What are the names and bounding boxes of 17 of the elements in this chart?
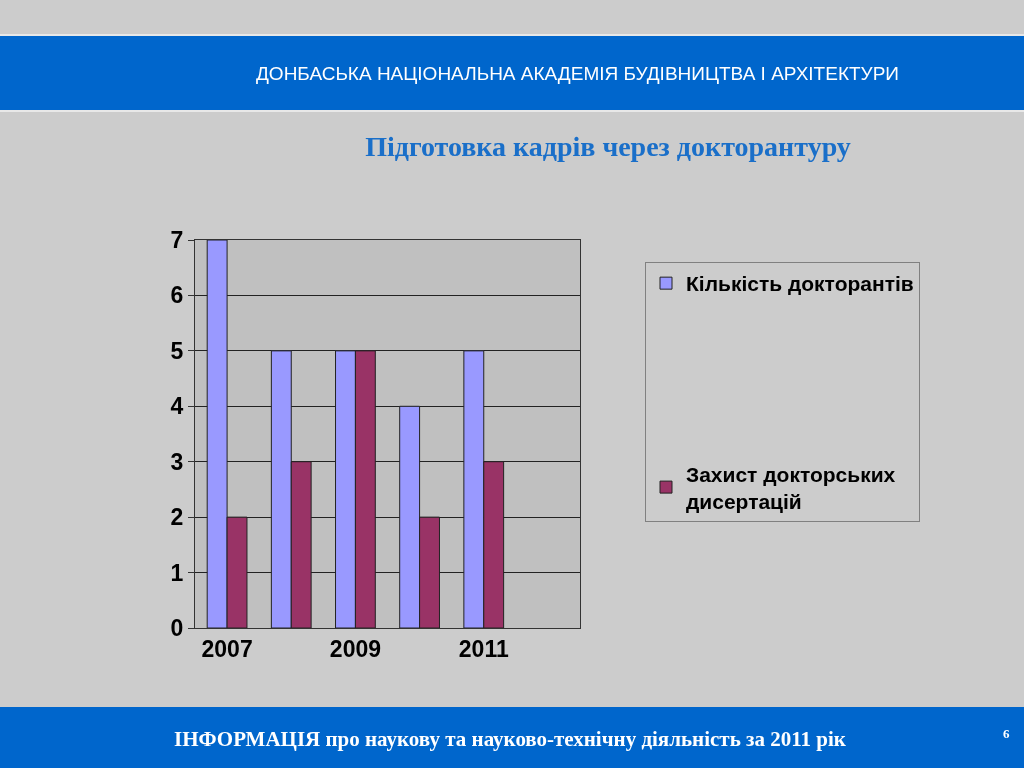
y-tick-label: 7 [170, 227, 184, 254]
y-tick-label: 6 [170, 282, 184, 309]
y-tick-label: 1 [170, 559, 184, 586]
x-tick-label: 2009 [329, 635, 382, 662]
y-tick-label: 3 [170, 448, 184, 475]
legend-label: Захист докторських дисертацій [686, 462, 896, 513]
text: ІНФОРМАЦІЯ про наукову та науково-технічну діяльність за 2011 рік [174, 727, 847, 751]
y-tick-label: 5 [170, 337, 184, 364]
chart-title: Підготовка кадрів через докторантуру [365, 130, 851, 162]
x-tick-label: 2011 [458, 635, 509, 662]
y-tick-label: 4 [170, 393, 184, 420]
y-tick-label: 2 [170, 504, 184, 531]
legend-label: Кількість докторантів [686, 272, 914, 296]
text: 6 [1003, 726, 1010, 741]
x-tick-label: 2007 [201, 635, 253, 662]
y-tick-label: 0 [170, 615, 184, 642]
text: ДОНБАСЬКА НАЦІОНАЛЬНА АКАДЕМІЯ БУДІВНИЦТВА І АРХІТЕКТУРИ [256, 63, 899, 84]
